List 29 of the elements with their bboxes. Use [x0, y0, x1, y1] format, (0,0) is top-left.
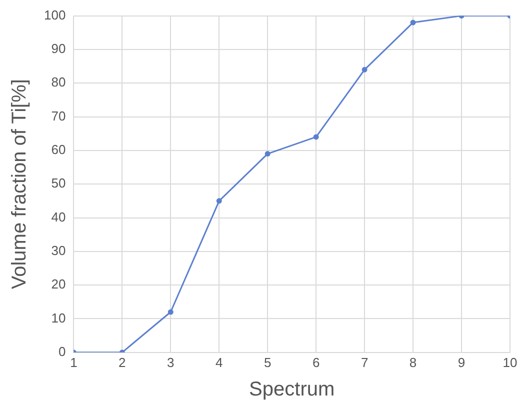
- point: [313, 134, 319, 140]
- x-tick-label: 7: [360, 354, 368, 370]
- y-tick-label: 60: [51, 142, 66, 158]
- point: [264, 151, 270, 157]
- y-tick-label: 70: [51, 108, 66, 124]
- y-tick-label: 100: [44, 7, 66, 22]
- x-tick-label: 10: [502, 354, 518, 370]
- y-tick-label: 30: [51, 243, 66, 258]
- x-tick-label: 6: [312, 354, 320, 370]
- x-tick-label: 1: [70, 354, 78, 370]
- point: [410, 20, 416, 26]
- y-tick-label: 90: [51, 41, 66, 56]
- point: [216, 198, 222, 204]
- y-tick-label: 10: [51, 310, 66, 326]
- x-axis-title: Spectrum: [249, 378, 335, 401]
- x-tick-label: 9: [458, 354, 466, 370]
- y-tick-label: 50: [51, 176, 66, 191]
- y-axis-title: Volume fraction of Ti[%]: [8, 79, 31, 290]
- x-tick-label: 4: [216, 354, 223, 370]
- y-tick-label: 0: [58, 344, 66, 359]
- x-tick-label: 2: [118, 354, 126, 370]
- point: [168, 309, 174, 315]
- x-tick-label: 5: [264, 354, 272, 370]
- y-tick-label: 80: [51, 74, 66, 90]
- y-tick-label: 40: [51, 209, 66, 224]
- point: [362, 66, 368, 72]
- x-tick-label: 8: [409, 354, 417, 370]
- x-tick-label: 3: [167, 354, 174, 370]
- y-tick-label: 20: [51, 276, 66, 292]
